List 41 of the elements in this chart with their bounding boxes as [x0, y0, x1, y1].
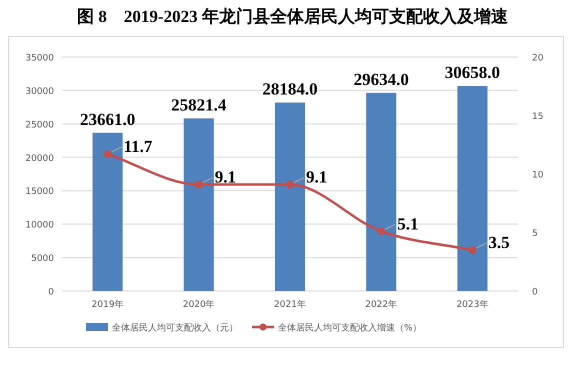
- y2-tick-label: 15: [532, 112, 544, 122]
- point: [468, 246, 476, 254]
- point: [377, 227, 386, 236]
- y-tick-label: 15000: [25, 187, 54, 198]
- data-label: 11.7: [124, 137, 153, 156]
- chart-title: 图 8 2019-2023 年龙门县全体居民人均可支配收入及增速: [77, 7, 508, 26]
- y2-tick-label: 20: [532, 54, 544, 64]
- x-tick-label: 2020年: [182, 299, 215, 310]
- x-tick-label: 2019年: [92, 299, 124, 310]
- point: [286, 180, 294, 189]
- y2-tick-label: 5: [532, 229, 538, 239]
- y-tick-label: 35000: [25, 54, 54, 64]
- y2-tick-label: 10: [532, 170, 544, 180]
- data-label: 9.1: [306, 168, 328, 187]
- data-label: 3.5: [488, 233, 510, 252]
- point: [104, 150, 112, 158]
- data-label: 25821.4: [171, 95, 227, 114]
- point: [194, 180, 203, 189]
- legend-label: 全体居民人均可支配收入（元）: [112, 322, 238, 334]
- x-tick-label: 2023年: [456, 299, 488, 310]
- data-label: 23661.0: [80, 110, 136, 129]
- bar: [457, 86, 488, 291]
- y-tick-label: 30000: [25, 86, 54, 97]
- data-label: 9.1: [214, 168, 236, 187]
- legend-label: 全体居民人均可支配收入增速（%）: [278, 322, 422, 334]
- y2-tick-label: 0: [532, 288, 538, 298]
- y-tick-label: 20000: [25, 154, 54, 164]
- x-tick-label: 2021年: [274, 299, 306, 310]
- bar: [366, 92, 396, 291]
- bar: [184, 118, 214, 291]
- data-label: 28184.0: [262, 80, 318, 99]
- data-label: 30658.0: [444, 63, 500, 82]
- y-tick-label: 10000: [25, 220, 54, 231]
- data-label: 5.1: [397, 214, 418, 234]
- data-label: 29634.0: [354, 70, 409, 89]
- bar: [274, 102, 306, 291]
- y-tick-label: 25000: [25, 120, 54, 130]
- bar: [92, 132, 123, 291]
- x-tick-label: 2022年: [365, 299, 398, 310]
- y-tick-label: 0: [48, 288, 54, 298]
- y-tick-label: 5000: [31, 254, 54, 264]
